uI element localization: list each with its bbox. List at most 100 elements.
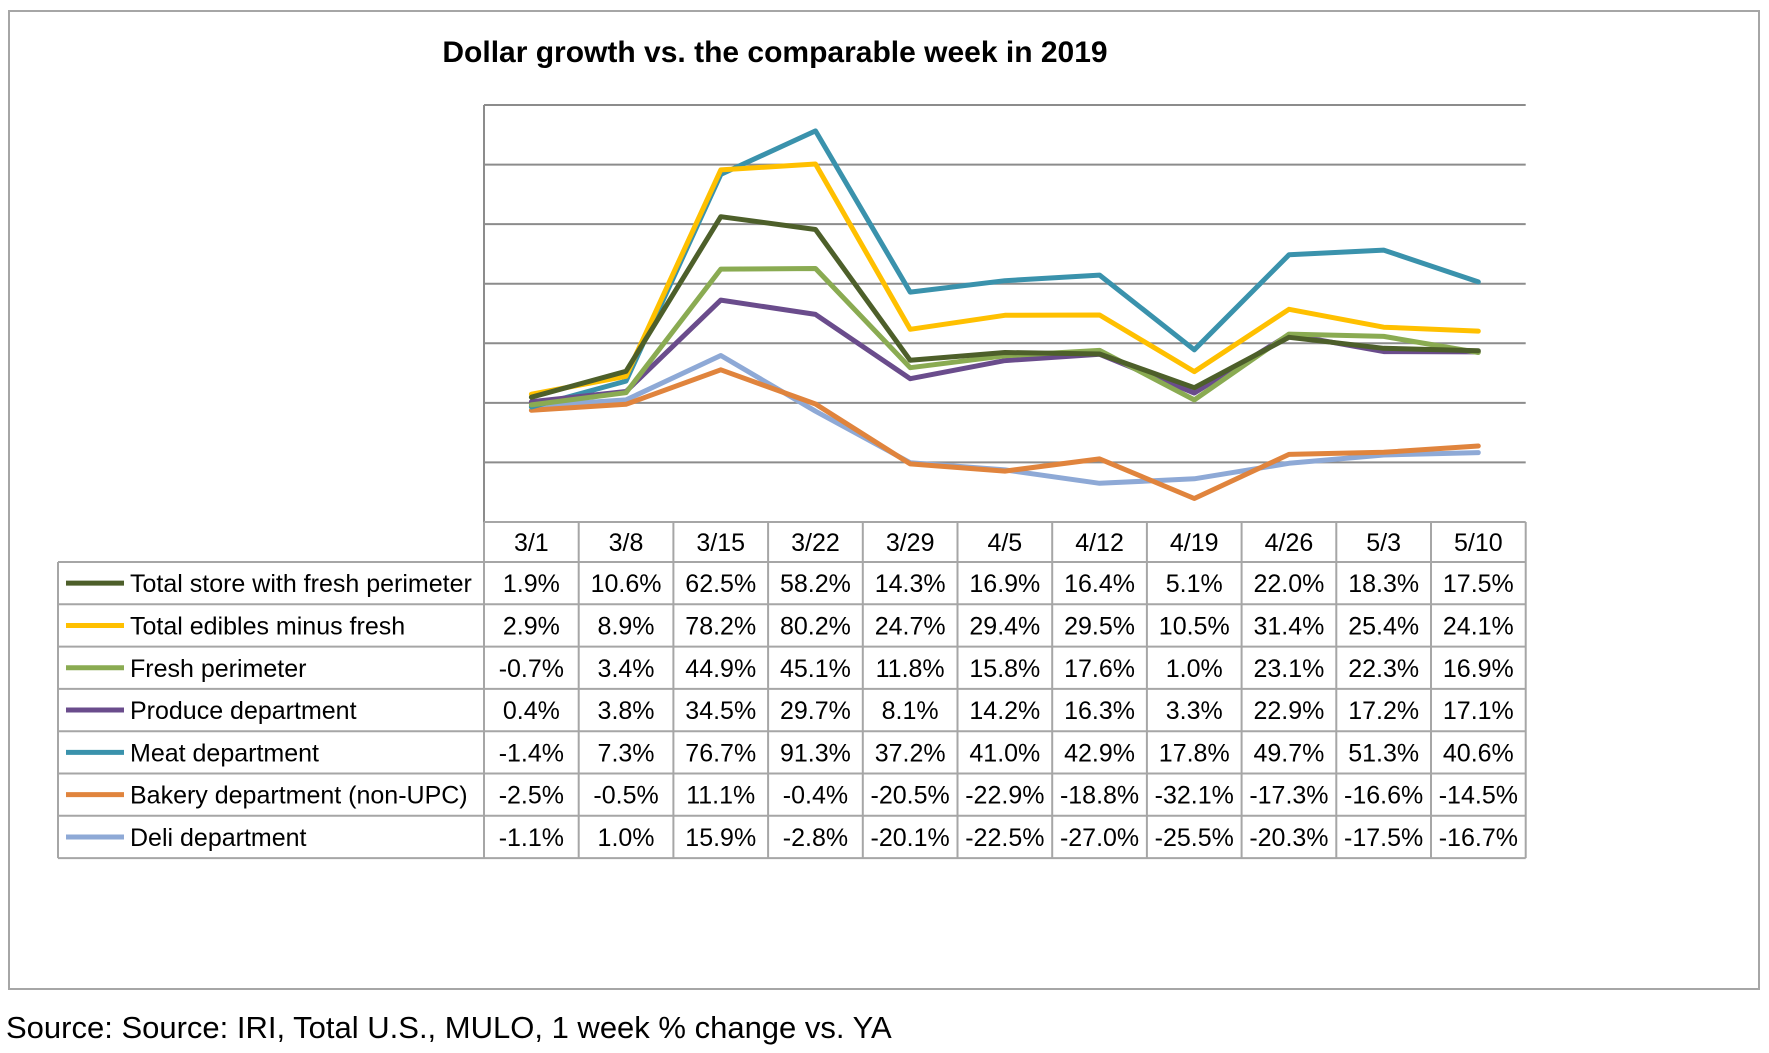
x-tick-label: 3/22 <box>791 529 840 557</box>
data-label: -1.1% <box>499 824 564 852</box>
data-label: 23.1% <box>1254 655 1325 683</box>
data-label: -14.5% <box>1439 782 1518 810</box>
data-label: 17.2% <box>1348 697 1419 725</box>
data-label: 78.2% <box>685 612 756 640</box>
data-label: 80.2% <box>780 612 851 640</box>
data-label: 40.6% <box>1443 739 1514 767</box>
legend-label: Produce department <box>130 697 357 725</box>
data-label: 1.0% <box>598 824 655 852</box>
data-label: 45.1% <box>780 655 851 683</box>
data-label: -25.5% <box>1155 824 1234 852</box>
data-label: 2.9% <box>503 612 560 640</box>
data-label: 16.9% <box>1443 655 1514 683</box>
data-label: 16.9% <box>969 570 1040 598</box>
data-label: -16.7% <box>1439 824 1518 852</box>
gridlines <box>483 104 1526 522</box>
data-label: -22.9% <box>965 782 1044 810</box>
data-label: 1.9% <box>503 570 560 598</box>
data-label: 15.9% <box>685 824 756 852</box>
data-label: -20.1% <box>871 824 950 852</box>
x-tick-label: 4/26 <box>1265 529 1314 557</box>
series-lines <box>528 128 1481 501</box>
legend-label: Total store with fresh perimeter <box>130 570 472 598</box>
x-tick-label: 5/3 <box>1366 529 1401 557</box>
x-tick-label: 3/1 <box>514 529 549 557</box>
legend-label: Meat department <box>130 739 319 767</box>
data-label: 29.4% <box>969 612 1040 640</box>
data-label: 7.3% <box>598 739 655 767</box>
legend-label: Fresh perimeter <box>130 655 306 683</box>
data-label: -0.5% <box>593 782 658 810</box>
data-label: -16.6% <box>1344 782 1423 810</box>
data-label: 91.3% <box>780 739 851 767</box>
data-label: 17.6% <box>1064 655 1135 683</box>
source-note: Source: Source: IRI, Total U.S., MULO, 1… <box>6 1010 892 1045</box>
data-label: 22.0% <box>1254 570 1325 598</box>
chart-title: Dollar growth vs. the comparable week in… <box>442 36 1107 69</box>
data-label: -20.3% <box>1249 824 1328 852</box>
data-label: 16.4% <box>1064 570 1135 598</box>
data-label: 37.2% <box>875 739 946 767</box>
data-label: -22.5% <box>965 824 1044 852</box>
data-label: -0.4% <box>783 782 848 810</box>
data-label: 3.4% <box>598 655 655 683</box>
data-label: 24.7% <box>875 612 946 640</box>
data-label: 22.9% <box>1254 697 1325 725</box>
data-label: -0.7% <box>499 655 564 683</box>
data-label: -17.3% <box>1249 782 1328 810</box>
data-label: 11.1% <box>686 782 755 810</box>
data-label: -2.8% <box>783 824 848 852</box>
data-label: -27.0% <box>1060 824 1139 852</box>
data-label: 8.9% <box>598 612 655 640</box>
data-label: 17.5% <box>1443 570 1514 598</box>
series-line <box>528 266 1481 408</box>
data-label: 29.5% <box>1064 612 1135 640</box>
x-tick-label: 3/29 <box>886 529 935 557</box>
x-tick-label: 4/12 <box>1075 529 1124 557</box>
data-label: 25.4% <box>1348 612 1419 640</box>
data-label: 31.4% <box>1254 612 1325 640</box>
data-label: 18.3% <box>1348 570 1419 598</box>
data-label: 24.1% <box>1443 612 1514 640</box>
series-line <box>528 214 1481 400</box>
data-label: 1.0% <box>1166 655 1223 683</box>
data-label: 3.8% <box>598 697 655 725</box>
data-label: 34.5% <box>685 697 756 725</box>
data-label: 17.8% <box>1159 739 1230 767</box>
data-label: 10.6% <box>591 570 662 598</box>
legend-label: Bakery department (non-UPC) <box>130 782 468 810</box>
data-label: 16.3% <box>1064 697 1135 725</box>
data-label: 10.5% <box>1159 612 1230 640</box>
chart-frame: Dollar growth vs. the comparable week in… <box>8 10 1760 990</box>
x-tick-label: 4/19 <box>1170 529 1219 557</box>
data-label: -20.5% <box>871 782 950 810</box>
x-tick-label: 3/15 <box>696 529 745 557</box>
data-label: 44.9% <box>685 655 756 683</box>
data-label: -1.4% <box>499 739 564 767</box>
data-label: 11.8% <box>876 655 945 683</box>
data-label: 3.3% <box>1166 697 1223 725</box>
data-label: 76.7% <box>685 739 756 767</box>
data-table: 3/1 3/8 3/15 3/22 3/29 4/5 4/12 4/19 4/26 5/3 5/10… <box>57 521 1527 860</box>
series-line <box>528 367 1481 501</box>
data-label: 22.3% <box>1348 655 1419 683</box>
data-label: 14.3% <box>875 570 946 598</box>
data-label: 41.0% <box>969 739 1040 767</box>
data-label: 17.1% <box>1443 697 1514 725</box>
data-label: 5.1% <box>1166 570 1223 598</box>
data-label: 62.5% <box>685 570 756 598</box>
legend-label: Deli department <box>130 824 307 852</box>
data-label: 14.2% <box>969 697 1040 725</box>
line-chart-with-data-table: Dollar growth vs. the comparable week in… <box>57 36 1527 860</box>
series-line <box>528 353 1481 486</box>
data-label: -17.5% <box>1344 824 1423 852</box>
series-line <box>528 161 1481 397</box>
legend-label: Total edibles minus fresh <box>130 612 405 640</box>
data-label: 0.4% <box>503 697 560 725</box>
data-label: 51.3% <box>1348 739 1419 767</box>
x-tick-label: 5/10 <box>1454 529 1503 557</box>
data-label: -2.5% <box>499 782 564 810</box>
data-label: -32.1% <box>1155 782 1234 810</box>
data-label: 42.9% <box>1064 739 1135 767</box>
x-tick-label: 3/8 <box>609 529 644 557</box>
